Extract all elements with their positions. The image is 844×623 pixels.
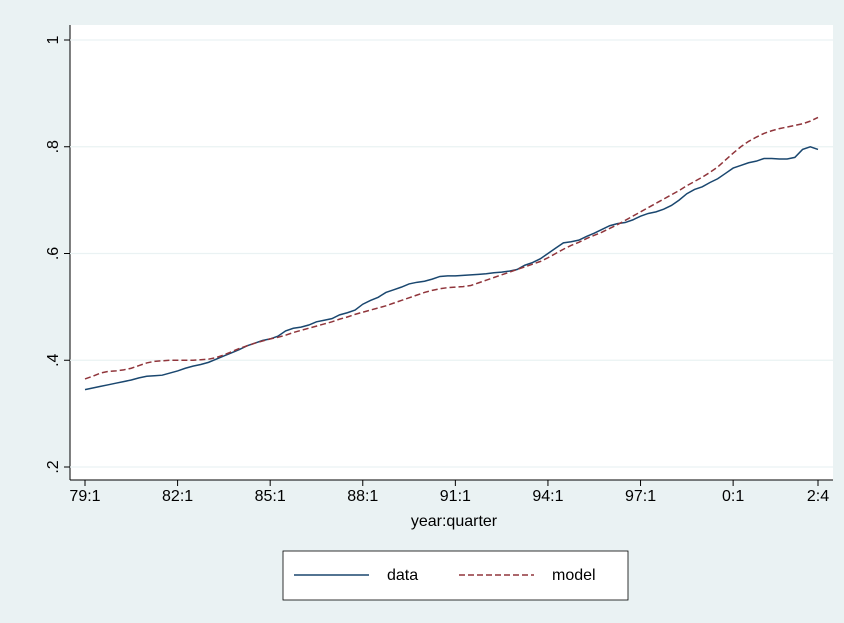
x-tick-label: 91:1 bbox=[440, 488, 471, 505]
x-tick-label: 79:1 bbox=[69, 488, 100, 505]
x-tick-label: 85:1 bbox=[255, 488, 286, 505]
x-tick-label: 0:1 bbox=[722, 488, 744, 505]
x-axis-title: year:quarter bbox=[411, 513, 498, 530]
x-tick-label: 94:1 bbox=[532, 488, 563, 505]
x-tick-label: 2:4 bbox=[807, 488, 829, 505]
x-tick-label: 82:1 bbox=[162, 488, 193, 505]
legend-label: data bbox=[387, 567, 418, 584]
x-tick-label: 97:1 bbox=[625, 488, 656, 505]
y-tick-label: 1 bbox=[45, 35, 62, 44]
plot-area bbox=[70, 25, 833, 480]
y-tick-label: .8 bbox=[45, 140, 62, 153]
y-tick-label: .4 bbox=[45, 353, 62, 366]
series-line bbox=[84, 116, 819, 380]
series-line bbox=[84, 145, 819, 391]
x-tick-label: 88:1 bbox=[347, 488, 378, 505]
y-tick-label: .2 bbox=[45, 460, 62, 473]
legend-label: model bbox=[552, 567, 596, 584]
y-tick-label: .6 bbox=[45, 247, 62, 260]
